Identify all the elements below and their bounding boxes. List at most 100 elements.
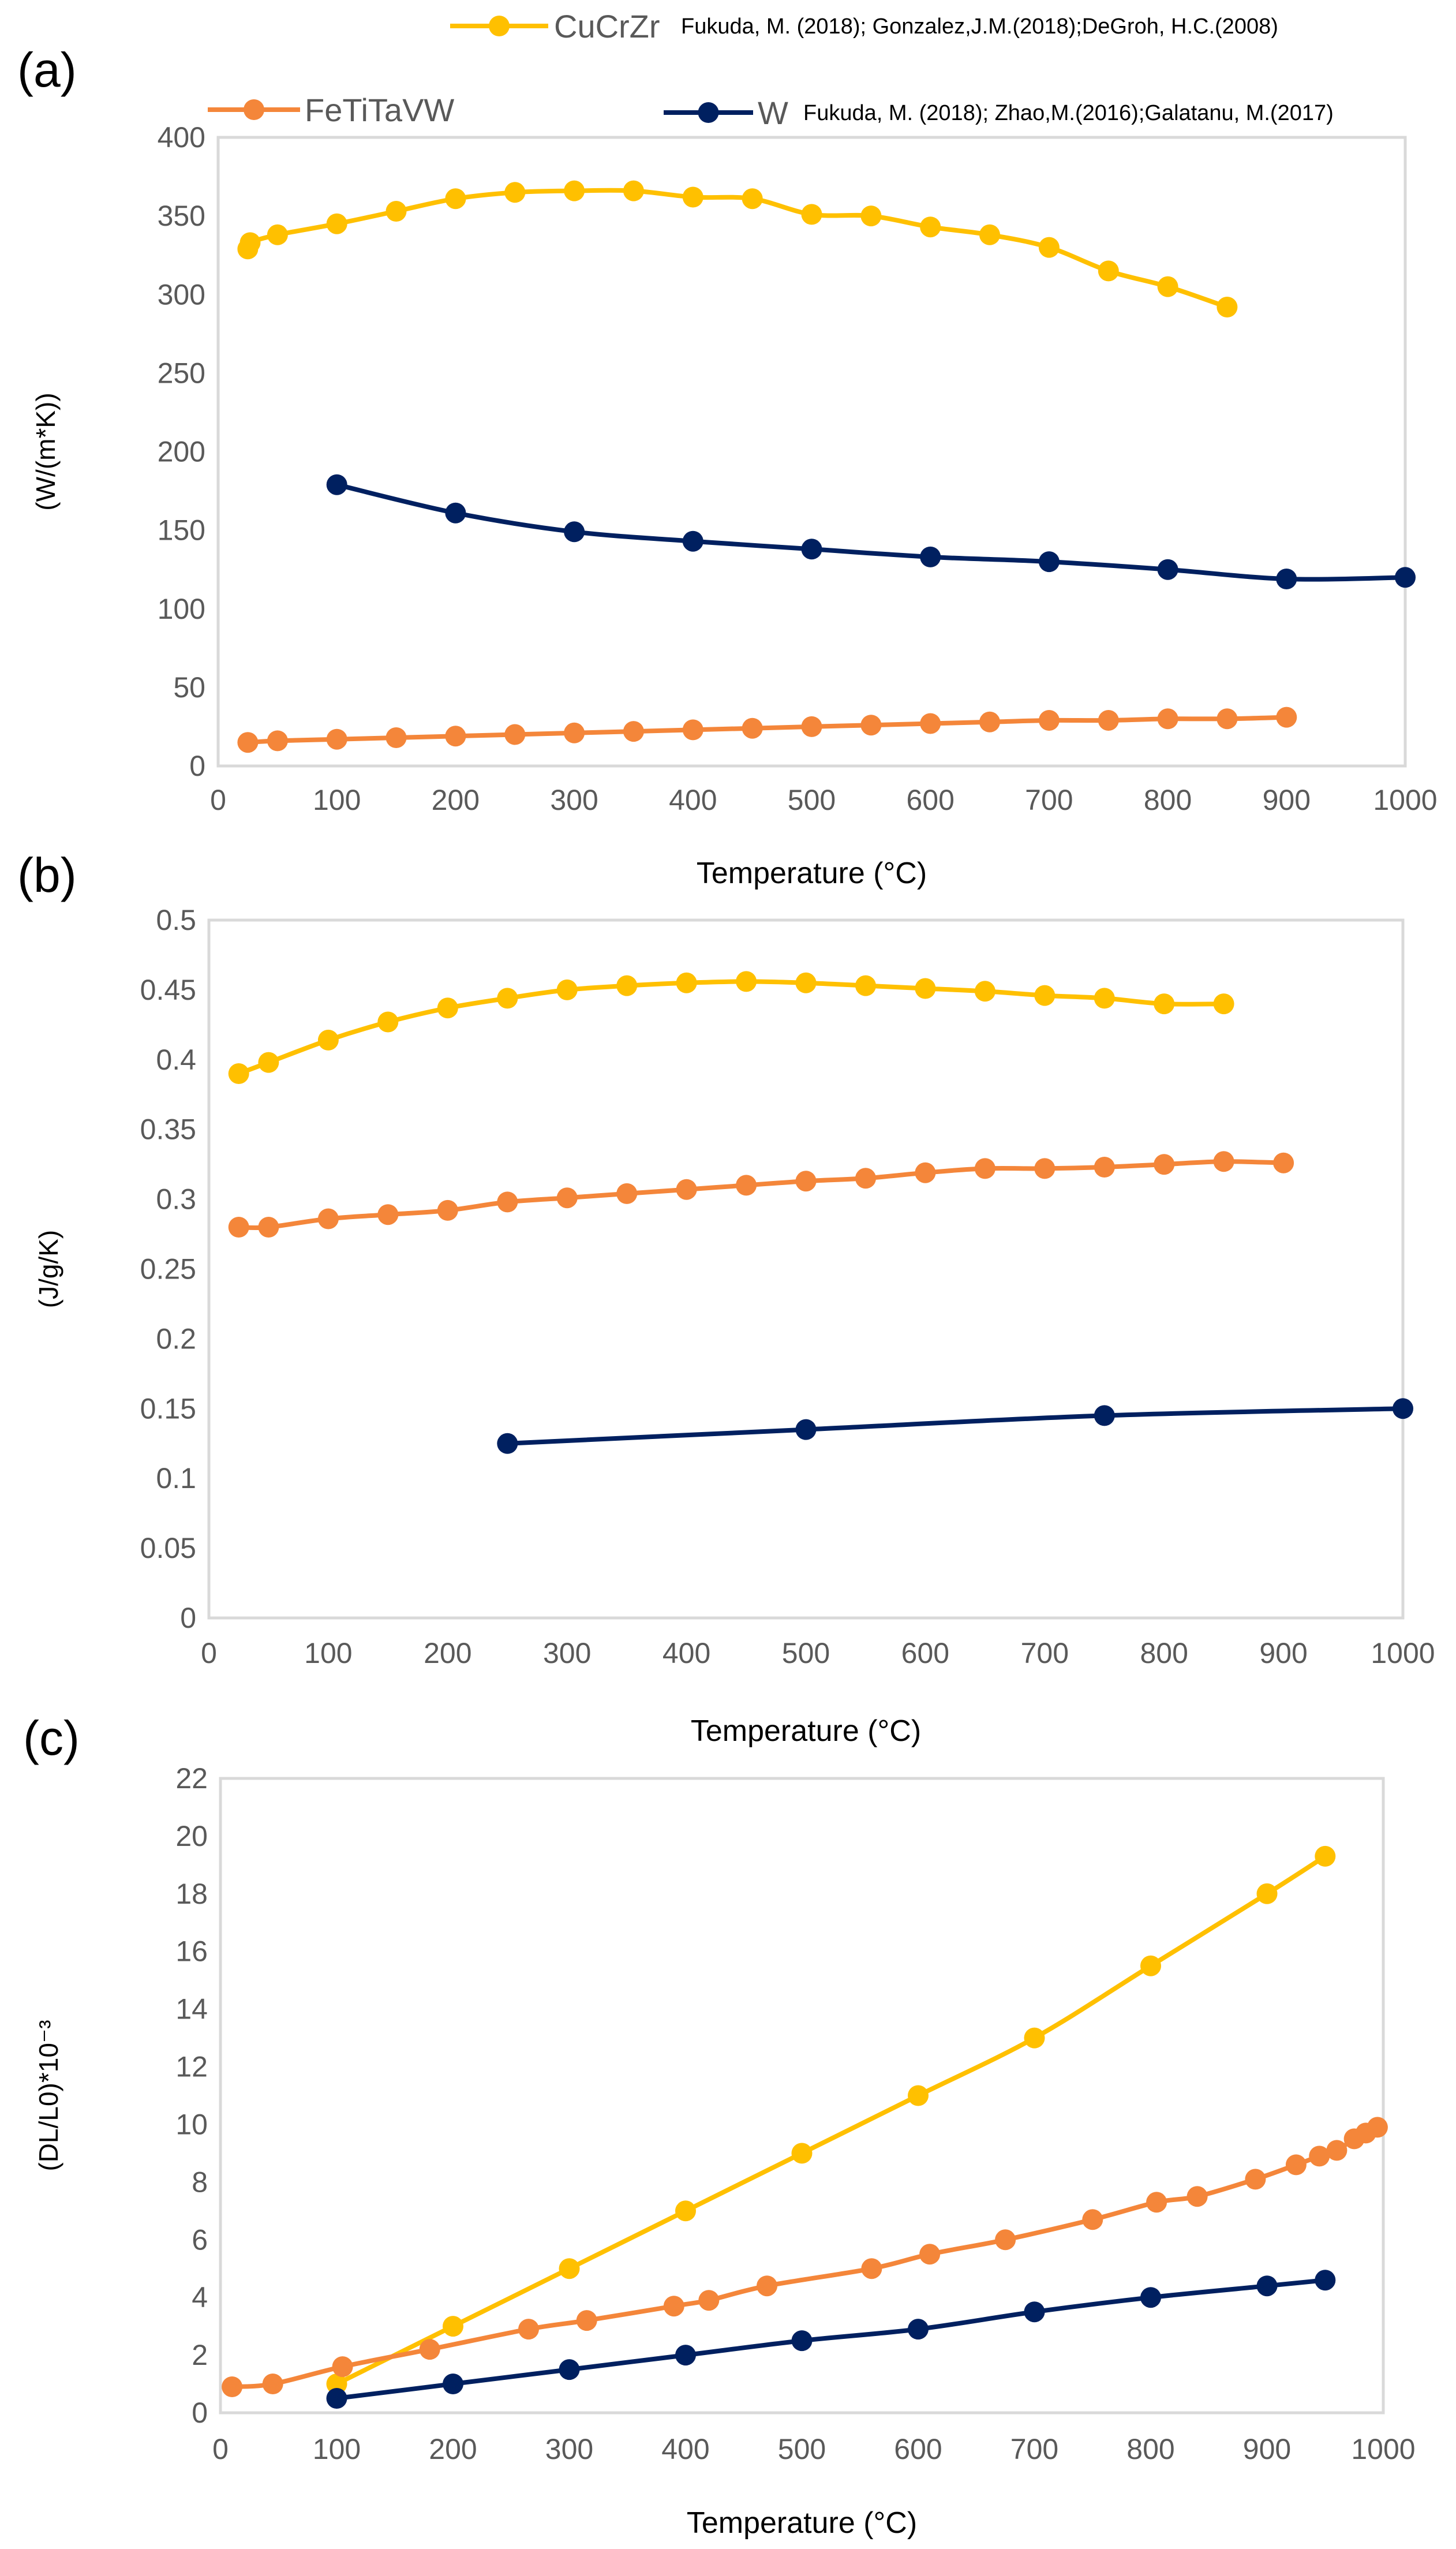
data-point-fetitavw bbox=[1276, 707, 1297, 728]
x-tick-label: 100 bbox=[313, 2433, 361, 2465]
data-point-fetitavw bbox=[222, 2376, 243, 2397]
data-point-w bbox=[1276, 569, 1297, 589]
data-point-cucrzr bbox=[795, 972, 817, 993]
data-point-cucrzr bbox=[504, 182, 526, 203]
y-tick-label: 300 bbox=[158, 278, 205, 311]
y-tick-label: 150 bbox=[158, 514, 205, 547]
y-tick-label: 0.3 bbox=[156, 1183, 196, 1216]
legend-source: Fukuda, M. (2018); Gonzalez,J.M.(2018);D… bbox=[681, 14, 1278, 39]
data-point-w bbox=[1256, 2275, 1278, 2297]
data-point-cucrzr bbox=[979, 224, 1000, 245]
data-point-fetitavw bbox=[1367, 2117, 1388, 2138]
legend: CuCrZr Fukuda, M. (2018); Gonzalez,J.M.(2… bbox=[208, 8, 1334, 131]
data-point-w bbox=[326, 2388, 347, 2409]
x-tick-label: 500 bbox=[788, 784, 836, 816]
data-point-fetitavw bbox=[1217, 708, 1238, 730]
data-point-cucrzr bbox=[437, 997, 458, 1019]
data-point-cucrzr bbox=[239, 232, 261, 253]
data-point-fetitavw bbox=[757, 2275, 777, 2297]
data-point-fetitavw bbox=[1082, 2209, 1103, 2230]
x-tick-label: 400 bbox=[669, 784, 717, 816]
x-tick-label: 1000 bbox=[1373, 784, 1437, 816]
y-tick-label: 0.35 bbox=[140, 1113, 196, 1146]
y-tick-label: 400 bbox=[158, 121, 205, 154]
data-point-w bbox=[675, 2345, 696, 2366]
data-point-cucrzr bbox=[1140, 1955, 1161, 1976]
x-tick-label: 1000 bbox=[1351, 2433, 1415, 2465]
data-point-cucrzr bbox=[974, 981, 995, 1002]
data-point-fetitavw bbox=[855, 1168, 876, 1189]
data-point-cucrzr bbox=[443, 2316, 463, 2337]
data-point-fetitavw bbox=[1213, 1151, 1234, 1172]
data-point-fetitavw bbox=[861, 2258, 882, 2279]
data-point-cucrzr bbox=[675, 2200, 696, 2222]
panel-label: (c) bbox=[23, 1711, 80, 1765]
y-tick-label: 0.45 bbox=[140, 974, 196, 1006]
data-point-fetitavw bbox=[1186, 2186, 1208, 2207]
y-tick-label: 50 bbox=[173, 671, 205, 704]
x-tick-label: 0 bbox=[212, 2433, 229, 2465]
data-point-cucrzr bbox=[860, 205, 882, 227]
data-point-fetitavw bbox=[1038, 710, 1060, 731]
data-point-fetitavw bbox=[995, 2229, 1016, 2251]
data-point-cucrzr bbox=[228, 1063, 249, 1084]
data-point-cucrzr bbox=[1315, 1845, 1336, 1867]
data-point-w bbox=[682, 530, 703, 552]
x-tick-label: 600 bbox=[906, 784, 954, 816]
data-point-fetitavw bbox=[1285, 2154, 1307, 2176]
data-point-cucrzr bbox=[1094, 988, 1115, 1009]
data-point-w bbox=[791, 2330, 813, 2352]
y-tick-label: 6 bbox=[192, 2223, 208, 2256]
x-axis-label: Temperature (°C) bbox=[687, 2506, 917, 2540]
x-tick-label: 1000 bbox=[1371, 1637, 1435, 1669]
data-point-cucrzr bbox=[1256, 1883, 1278, 1904]
data-point-fetitavw bbox=[556, 1187, 578, 1209]
x-tick-label: 700 bbox=[1021, 1637, 1069, 1669]
data-point-cucrzr bbox=[682, 186, 703, 208]
legend-entry-fetitavw: FeTiTaVW bbox=[208, 92, 454, 128]
data-point-cucrzr bbox=[556, 979, 578, 1000]
data-point-cucrzr bbox=[1213, 993, 1234, 1015]
data-point-cucrzr bbox=[1098, 260, 1119, 282]
y-tick-label: 10 bbox=[175, 2108, 208, 2140]
data-point-cucrzr bbox=[497, 988, 518, 1009]
x-tick-label: 900 bbox=[1243, 2433, 1291, 2465]
data-point-fetitavw bbox=[1273, 1152, 1294, 1173]
legend-marker-w bbox=[698, 102, 719, 123]
x-tick-label: 700 bbox=[1010, 2433, 1058, 2465]
data-point-cucrzr bbox=[908, 2085, 929, 2106]
data-point-cucrzr bbox=[920, 216, 941, 238]
data-point-cucrzr bbox=[736, 971, 757, 992]
data-point-fetitavw bbox=[1094, 1157, 1115, 1178]
data-point-cucrzr bbox=[564, 180, 585, 201]
y-tick-label: 0.2 bbox=[156, 1322, 196, 1355]
x-tick-label: 200 bbox=[429, 2433, 477, 2465]
y-tick-label: 0.15 bbox=[140, 1392, 196, 1425]
x-tick-label: 900 bbox=[1263, 784, 1311, 816]
data-point-cucrzr bbox=[267, 224, 288, 245]
data-point-w bbox=[908, 2319, 929, 2340]
data-point-fetitavw bbox=[419, 2339, 440, 2360]
legend-entry-cucrzr: CuCrZr Fukuda, M. (2018); Gonzalez,J.M.(2… bbox=[450, 8, 1278, 44]
data-point-fetitavw bbox=[564, 722, 585, 743]
data-point-w bbox=[1315, 2270, 1336, 2291]
data-point-cucrzr bbox=[915, 978, 936, 999]
data-point-cucrzr bbox=[445, 188, 466, 210]
x-tick-label: 700 bbox=[1025, 784, 1073, 816]
data-point-w bbox=[1094, 1405, 1115, 1426]
data-point-cucrzr bbox=[623, 180, 644, 201]
series-line-w bbox=[334, 2278, 1328, 2401]
panel-label: (b) bbox=[17, 848, 77, 902]
data-point-fetitavw bbox=[1245, 2169, 1266, 2190]
data-point-cucrzr bbox=[326, 2374, 347, 2394]
data-point-w bbox=[801, 539, 822, 560]
x-tick-label: 900 bbox=[1259, 1637, 1307, 1669]
y-tick-label: 22 bbox=[175, 1762, 208, 1795]
y-tick-label: 0.4 bbox=[156, 1044, 196, 1076]
y-tick-label: 14 bbox=[175, 1993, 208, 2025]
y-tick-label: 0.05 bbox=[140, 1532, 196, 1564]
data-point-cucrzr bbox=[317, 1029, 339, 1051]
data-point-cucrzr bbox=[742, 188, 763, 210]
data-point-w bbox=[497, 1433, 518, 1454]
